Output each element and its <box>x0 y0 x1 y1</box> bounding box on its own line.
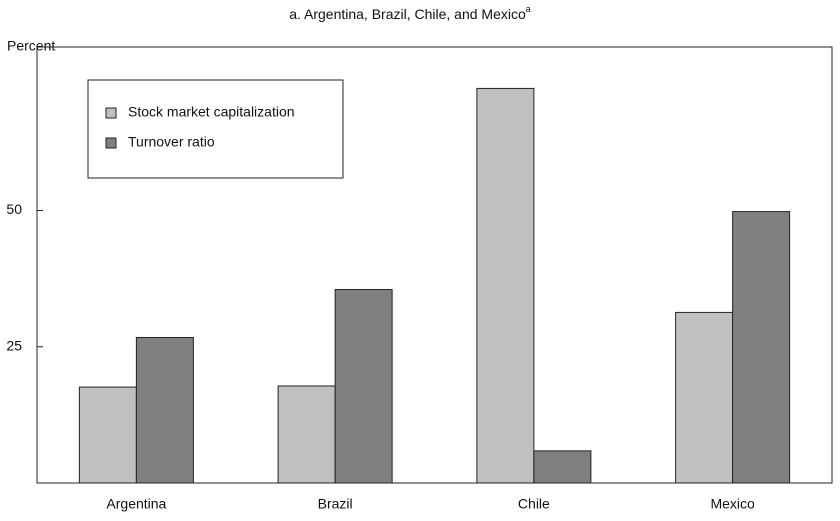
legend-swatch <box>105 137 117 149</box>
y-axis-label: Percent <box>7 38 55 54</box>
bar <box>277 385 336 484</box>
x-tick-label: Brazil <box>318 496 353 512</box>
legend-label: Turnover ratio <box>128 134 215 150</box>
x-tick-label: Mexico <box>710 496 755 512</box>
plot-frame <box>36 46 833 484</box>
bar <box>732 211 791 484</box>
bar <box>533 450 592 484</box>
title-superscript: a <box>526 4 531 14</box>
bar <box>334 289 393 484</box>
chart-title: a. Argentina, Brazil, Chile, and Mexicoa <box>289 4 531 21</box>
legend-swatch <box>105 107 117 119</box>
bar <box>78 386 137 484</box>
x-tick-label: Chile <box>518 496 550 512</box>
legend-label: Stock market capitalization <box>128 104 295 120</box>
bar <box>675 311 734 484</box>
x-tick-label: Argentina <box>106 496 166 512</box>
bar <box>135 336 194 484</box>
legend-box <box>87 79 344 179</box>
y-tick-label: 50 <box>6 201 22 217</box>
title-text: a. Argentina, Brazil, Chile, and Mexico <box>289 6 526 22</box>
y-tick-label: 25 <box>6 337 22 353</box>
bar <box>476 87 535 484</box>
